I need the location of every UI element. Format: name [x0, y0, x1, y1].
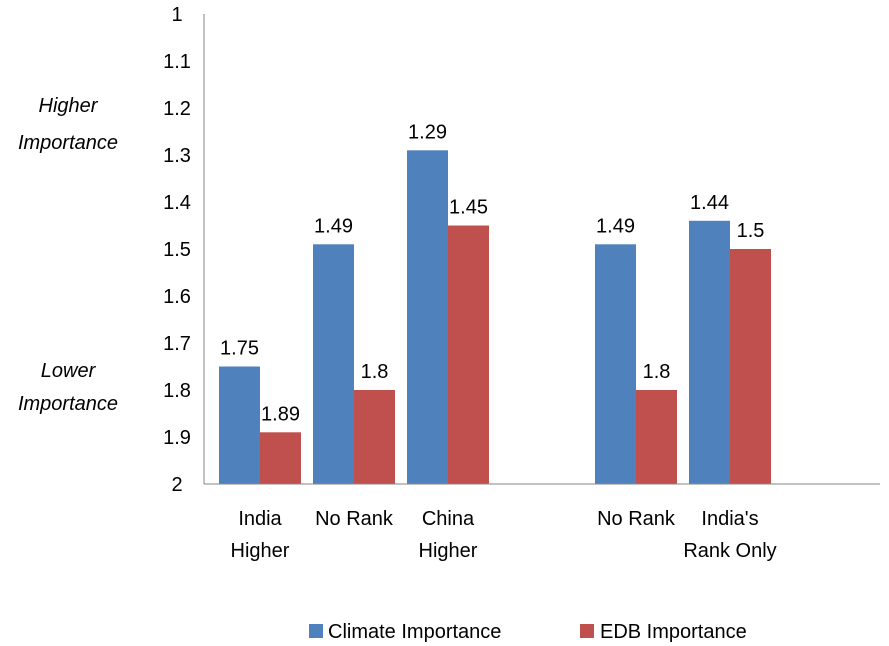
category-label: India: [238, 508, 282, 530]
y-tick-label: 1.7: [163, 333, 191, 355]
y-tick-label: 1.1: [163, 51, 191, 73]
category-label: India's: [701, 508, 758, 530]
y-annotation-top-line-1: Higher: [39, 95, 99, 117]
y-tick-label: 1.9: [163, 427, 191, 449]
category-labels: India Higher No Rank China Higher No Rank Indi…: [231, 508, 777, 562]
data-label-edb: 1.8: [643, 361, 671, 383]
data-label-climate: 1.75: [220, 338, 259, 360]
bar-edb: [730, 249, 771, 484]
data-label-climate: 1.49: [314, 215, 353, 237]
category-label: No Rank: [597, 508, 676, 530]
data-label-climate: 1.29: [408, 121, 447, 143]
bar-edb: [448, 225, 489, 484]
bar-climate: [219, 366, 260, 484]
y-tick-label: 1.3: [163, 145, 191, 167]
category-label: Higher: [231, 540, 290, 562]
bar-climate: [689, 220, 730, 485]
legend-label-climate: Climate Importance: [328, 621, 501, 643]
bar-climate: [407, 150, 448, 485]
legend: Climate Importance EDB Importance: [309, 621, 747, 643]
data-label-edb: 1.89: [261, 403, 300, 425]
y-annotation-bottom-line-1: Lower: [41, 360, 97, 382]
category-label: Higher: [419, 540, 478, 562]
data-label-climate: 1.44: [690, 192, 729, 214]
category-label: No Rank: [315, 508, 394, 530]
y-tick-label: 2: [171, 474, 182, 496]
y-axis-annotations: Higher Importance Lower Importance: [18, 95, 118, 415]
axes: [203, 14, 880, 485]
data-label-edb: 1.8: [361, 361, 389, 383]
data-label-climate: 1.49: [596, 215, 635, 237]
category-label: China: [422, 508, 475, 530]
category-label: Rank Only: [683, 540, 776, 562]
bar-edb: [354, 390, 395, 484]
bar-edb: [636, 390, 677, 484]
y-tick-label: 1: [171, 4, 182, 26]
y-tick-label: 1.2: [163, 98, 191, 120]
legend-swatch-edb: [580, 624, 594, 638]
y-axis-ticks: 1 1.1 1.2 1.3 1.4 1.5 1.6 1.7 1.8 1.9 2: [163, 4, 191, 496]
bar-edb: [260, 432, 301, 484]
legend-swatch-climate: [309, 624, 323, 638]
y-annotation-top-line-2: Importance: [18, 132, 118, 154]
y-annotation-bottom-line-2: Importance: [18, 393, 118, 415]
y-tick-label: 1.6: [163, 286, 191, 308]
bar-climate: [595, 244, 636, 484]
legend-label-edb: EDB Importance: [600, 621, 747, 643]
data-label-edb: 1.5: [737, 220, 765, 242]
data-labels: 1.75 1.49 1.29 1.49 1.44 1.89 1.8 1.45 1.8 1.5: [220, 121, 764, 425]
data-label-edb: 1.45: [449, 197, 488, 219]
y-tick-label: 1.4: [163, 192, 191, 214]
y-tick-label: 1.5: [163, 239, 191, 261]
y-tick-label: 1.8: [163, 380, 191, 402]
bars: [219, 150, 771, 485]
bar-climate: [313, 244, 354, 484]
